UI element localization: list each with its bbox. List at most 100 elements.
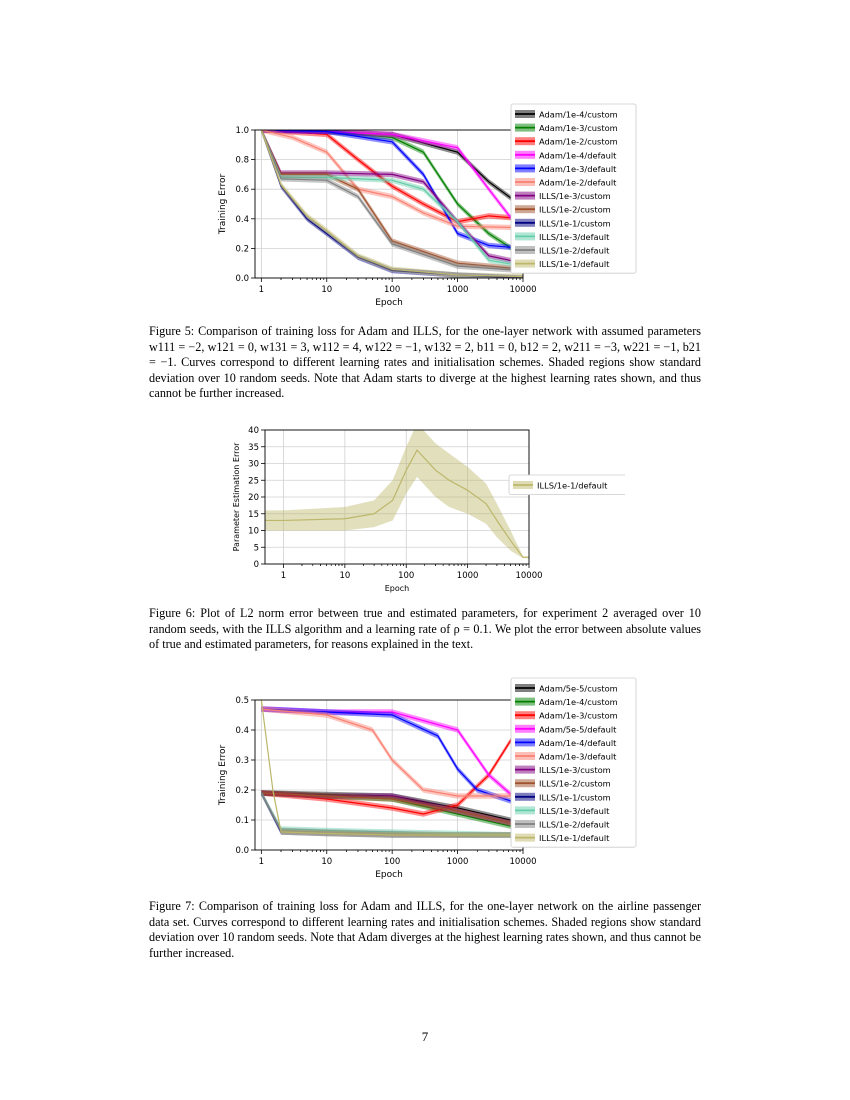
- series-group: [260, 700, 523, 838]
- x-tick-label: 100: [384, 857, 400, 867]
- y-tick-label: 0.0: [235, 274, 249, 284]
- figure-6-svg: 1 10 100 1000 10000 0 5 10 15 20 25 30 35 40 Epoch Para…: [232, 426, 625, 593]
- y-tick-label: 0.4: [235, 726, 249, 736]
- page-number: 7: [421, 1029, 429, 1044]
- y-tick-label: 0.2: [235, 786, 249, 796]
- legend-label-ills-1e-3-custom: ILLS/1e-3/custom: [539, 765, 611, 775]
- legend-box: [510, 677, 637, 848]
- x-tick-label: 1: [281, 571, 286, 581]
- figure-5-chart: 1 10 100 1000 10000 0.0 0.2 0.4 0.6 0.8 1.0 Epoch Tr…: [205, 100, 645, 315]
- y-tick-label: 40: [248, 426, 259, 436]
- legend-label-ills-1e-1-default: ILLS/1e-1/default: [539, 833, 610, 843]
- x-tick-label: 1000: [457, 571, 479, 581]
- y-tick-label: 0.0: [235, 846, 249, 856]
- legend-label-ills-1e-3-default: ILLS/1e-3/default: [539, 806, 610, 816]
- x-tick-label: 10: [321, 285, 332, 295]
- legend-label-ills-1e-3-default: ILLS/1e-3/default: [539, 232, 610, 242]
- series-band-adam-1e-4-custom: [261, 130, 523, 210]
- y-tick-label: 0.5: [235, 696, 249, 706]
- x-tick-label: 10: [339, 571, 350, 581]
- legend-label-ills-1e-2-custom: ILLS/1e-2/custom: [539, 779, 611, 789]
- series-band-ills-1e-2-default: [261, 790, 523, 838]
- x-tick-label: 1: [259, 857, 264, 867]
- legend-label-adam-1e-2-default: Adam/1e-2/default: [539, 178, 617, 188]
- figure-7-caption-text: Figure 7: Comparison of training loss fo…: [149, 899, 701, 960]
- series-line-adam-1e-4-default: [261, 708, 523, 806]
- series-band-ills-1e-3-default: [261, 790, 523, 838]
- x-tick-label: 10: [321, 857, 332, 867]
- figure-5-caption: Figure 5: Comparison of training loss fo…: [149, 324, 701, 402]
- y-tick-label: 15: [248, 510, 259, 520]
- x-tick-label: 10000: [509, 285, 536, 295]
- series-line-adam-1e-2-default: [261, 130, 523, 229]
- legend-box: [508, 474, 625, 495]
- y-tick-label: 10: [248, 527, 259, 537]
- series-line-ills-1e-2-custom: [260, 130, 523, 270]
- y-tick-label: 5: [254, 543, 259, 553]
- series-band-ills-1e-1-custom: [261, 790, 523, 838]
- legend-label-adam-5e-5-custom: Adam/5e-5/custom: [539, 684, 618, 694]
- series-group: [260, 130, 523, 278]
- legend: ILLS/1e-1/default: [508, 474, 625, 495]
- figure-7-chart: 1 10 100 1000 10000 0.0 0.1 0.2 0.3 0.4 0.5 Epoch Tr…: [205, 672, 645, 887]
- legend-label-ills-1e-1-custom: ILLS/1e-1/custom: [539, 218, 611, 228]
- series-band-ills-1e-2-default: [261, 130, 523, 274]
- y-axis-label: Training Error: [218, 745, 228, 807]
- series-line-adam-1e-3-default: [261, 708, 523, 797]
- legend-label-ills-1e-1-custom: ILLS/1e-1/custom: [539, 792, 611, 802]
- series-line-ills-1e-1-default: [260, 700, 523, 836]
- figure-5-svg: 1 10 100 1000 10000 0.0 0.2 0.4 0.6 0.8 1.0 Epoch Tr…: [218, 103, 637, 308]
- series-band-adam-1e-2-custom: [261, 130, 523, 225]
- legend-label-ills-1e-1-default: ILLS/1e-1/default: [537, 481, 608, 491]
- y-axis-label: Training Error: [218, 174, 228, 236]
- x-axis-label: Epoch: [385, 584, 410, 593]
- legend-label-ills-1e-1-default: ILLS/1e-1/default: [539, 259, 610, 269]
- x-tick-label: 1000: [447, 285, 469, 295]
- y-tick-label: 0.2: [235, 244, 249, 254]
- grid: [251, 129, 524, 282]
- series-band-adam-1e-4-default: [261, 706, 523, 808]
- y-tick-label: 0.1: [235, 816, 249, 826]
- legend-label-adam-1e-2-custom: Adam/1e-2/custom: [539, 137, 618, 147]
- y-tick-label: 0.6: [235, 185, 249, 195]
- series-line-ills-1e-2-custom: [261, 792, 523, 827]
- x-tick-label: 10000: [509, 857, 536, 867]
- y-tick-label: 1.0: [235, 126, 249, 136]
- series-line-ills-1e-3-default: [260, 130, 523, 267]
- series-group: [265, 430, 529, 559]
- plot-frame: [264, 429, 530, 565]
- series-line-ills-1e-1-default: [265, 449, 529, 558]
- legend-label-adam-1e-3-custom: Adam/1e-3/custom: [539, 711, 618, 721]
- figure-6-caption-text: Figure 6: Plot of L2 norm error between …: [149, 606, 701, 651]
- legend-label-adam-1e-4-default: Adam/1e-4/default: [539, 150, 617, 160]
- x-tick-label: 100: [398, 571, 414, 581]
- series-band-adam-5e-5-default: [261, 706, 523, 808]
- legend-label-adam-1e-4-custom: Adam/1e-4/custom: [539, 697, 618, 707]
- legend-label-adam-1e-4-custom: Adam/1e-4/custom: [539, 110, 618, 120]
- series-band-ills-1e-1-default: [265, 430, 529, 559]
- series-line-adam-1e-3-default: [261, 130, 523, 249]
- y-axis-label: Parameter Estimation Error: [232, 442, 241, 552]
- x-tick-label: 1: [259, 285, 264, 295]
- figure-6-chart: 1 10 100 1000 10000 0 5 10 15 20 25 30 35 40 Epoch Para…: [225, 420, 625, 600]
- legend-box: [510, 103, 637, 274]
- figure-5-caption-text: Figure 5: Comparison of training loss fo…: [149, 324, 701, 400]
- series-line-ills-1e-3-custom: [260, 130, 523, 264]
- x-tick-label: 1000: [447, 857, 469, 867]
- y-tick-label: 35: [248, 443, 259, 453]
- y-tick-label: 0.8: [235, 156, 249, 166]
- y-tick-label: 0: [254, 560, 259, 570]
- y-tick-label: 0.4: [235, 215, 249, 225]
- x-axis-label: Epoch: [375, 870, 403, 880]
- y-tick-label: 25: [248, 476, 259, 486]
- figure-6-caption: Figure 6: Plot of L2 norm error between …: [149, 606, 701, 653]
- x-tick-label: 10000: [515, 571, 542, 581]
- legend-label-adam-1e-3-custom: Adam/1e-3/custom: [539, 123, 618, 133]
- y-tick-label: 30: [248, 460, 259, 470]
- y-tick-label: 0.3: [235, 756, 249, 766]
- legend: Adam/5e-5/custom Adam/1e-4/custom Adam/1e-…: [510, 677, 637, 848]
- figure-7-caption: Figure 7: Comparison of training loss fo…: [149, 899, 701, 961]
- legend-label-adam-1e-4-default: Adam/1e-4/default: [539, 738, 617, 748]
- legend: Adam/1e-4/custom Adam/1e-3/custom Adam/1e-…: [510, 103, 637, 274]
- legend-label-ills-1e-3-custom: ILLS/1e-3/custom: [539, 191, 611, 201]
